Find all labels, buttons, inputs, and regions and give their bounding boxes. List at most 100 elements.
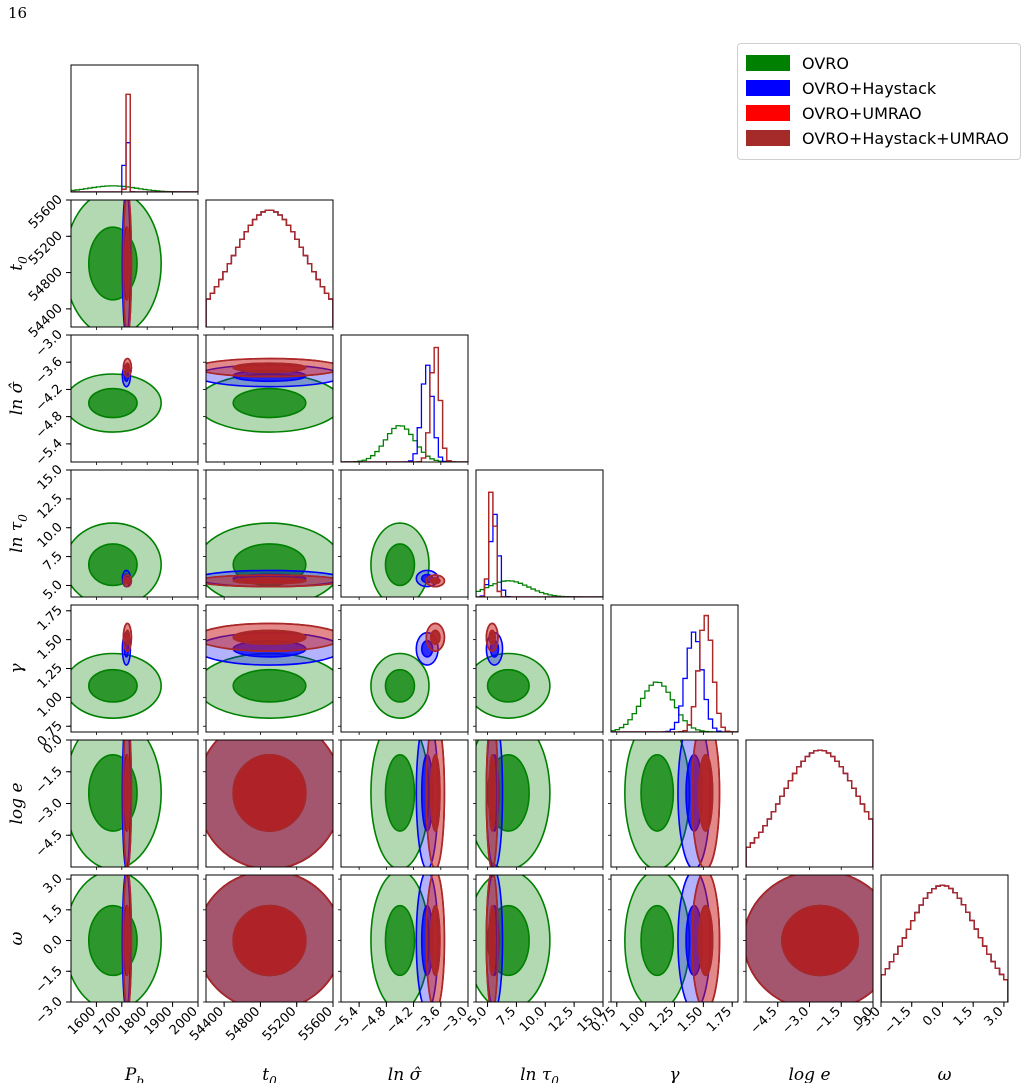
hist-ovro [881,884,1008,1002]
x-tick-label: −3.6 [411,1004,444,1037]
hist-ovro-haystack [746,749,873,867]
x-tick-label: 10.0 [517,1004,548,1035]
x-tick-label: 1600 [65,1004,99,1038]
contour-ovro-1sigma [384,754,416,832]
hist-ovro [341,425,468,462]
y-tick-label: 55200 [26,229,66,269]
x-tick-label: −4.2 [383,1004,416,1037]
contour-ovro-1sigma [87,387,138,419]
hist-ovro-haystack [341,364,468,462]
y-tick-label: 7.5 [41,549,66,574]
contour-ovro-haystack-umrao-1sigma [697,754,714,832]
contour-ovro-haystack-umrao-1sigma [488,629,496,646]
contour-ovro-haystack-umrao-1sigma [124,577,131,585]
hist-ovro-haystack-umrao [476,491,603,597]
histogram-ln-0 [476,491,603,597]
legend-item-haystack: OVRO+Haystack [746,77,936,99]
contour-ovro-haystack-umrao-1sigma [430,577,441,585]
panel-ln-vs-t-0 [206,357,333,433]
legend-label-combined: OVRO+Haystack+UMRAO [802,128,1009,148]
panel-frame [340,469,469,598]
x-tick-label: 0.0 [920,1004,945,1029]
y-tick-label: −1.5 [33,764,66,797]
y-axis-label: ω [7,931,27,945]
legend-swatch-haystack [746,80,790,96]
hist-ovro [476,580,603,597]
legend-item-combined: OVRO+Haystack+UMRAO [746,127,1009,149]
x-tick-label: 55200 [260,1004,300,1044]
panel-log-e-vs- [624,740,721,867]
histogram-ln [341,346,468,462]
x-tick-label: 1900 [141,1004,175,1038]
contour-ovro-haystack-umrao-1sigma [430,904,441,977]
y-axis-label: γ [7,663,27,674]
y-axis-label: ln σ̂ [7,381,27,415]
x-axis-label: Pb [124,1065,144,1083]
y-tick-label: 54800 [26,265,66,305]
x-tick-label: −4.5 [748,1004,781,1037]
legend-swatch-ovro [746,55,790,71]
histogram-p-b [71,93,198,192]
panel--vs-p-b [71,622,162,719]
x-tick-label: −3.0 [779,1004,812,1037]
y-tick-label: 1.00 [35,690,66,721]
legend-label-ovro: OVRO [802,53,849,73]
panel--vs-t-0 [206,622,333,719]
y-axis-label: ln τ0 [7,514,30,553]
y-tick-label: 12.5 [35,491,66,522]
x-tick-label: −4.8 [356,1004,389,1037]
y-axis-label: log e [7,782,27,824]
hist-ovro-haystack-umrao [746,749,873,867]
x-tick-label: 3.0 [981,1004,1006,1029]
y-tick-label: 1.50 [35,632,66,663]
panel-frame [205,469,334,598]
y-tick-label: 5.0 [41,578,66,603]
x-tick-label: 1700 [91,1004,125,1038]
hist-ovro-umrao [611,614,738,732]
histogram-log-e [746,749,873,867]
contour-ovro-1sigma [384,543,416,587]
contour-ovro-haystack-umrao-1sigma [697,904,714,977]
y-tick-label: −3.0 [33,796,66,829]
x-axis-label: t0 [262,1065,277,1083]
contour-ovro-haystack-umrao-1sigma [124,362,131,373]
x-tick-label: 1.50 [675,1004,706,1035]
contour-ovro-haystack-umrao-1sigma [232,754,307,832]
y-tick-label: 0.0 [41,933,66,958]
histogram-t-0 [206,209,333,327]
panel-frame [205,874,334,1003]
legend-item-umrao: OVRO+UMRAO [746,102,922,124]
contour-ovro-haystack-umrao-1sigma [232,577,307,585]
panel-log-e-vs-p-b [71,740,162,867]
x-tick-label: 1800 [116,1004,150,1038]
contour-ovro-1sigma [232,387,307,419]
y-tick-label: −3.0 [33,994,66,1027]
x-tick-label: 1.25 [646,1004,677,1035]
contour-ovro-haystack-umrao-1sigma [232,362,307,373]
y-tick-label: −3.6 [33,354,66,387]
x-tick-label: 55600 [296,1004,336,1044]
y-tick-label: −5.4 [33,436,66,469]
panel--vs- [624,875,721,1002]
panel-ln-0-vs-ln [370,522,446,597]
y-tick-label: −1.5 [33,963,66,996]
hist-ovro-haystack-umrao [71,93,198,192]
hist-ovro-haystack [71,142,198,192]
panel-frame [340,874,469,1003]
panel-log-e-vs-t-0 [206,740,333,867]
panel--vs-ln [370,622,446,719]
panel-frame [70,334,199,463]
hist-ovro-haystack-umrao [206,209,333,327]
hist-ovro-haystack-umrao [881,884,1008,1002]
contour-ovro-haystack-umrao-1sigma [124,629,131,646]
hist-ovro-haystack [881,884,1008,1002]
panel-frame [70,64,199,193]
contour-ovro-1sigma [640,754,675,832]
panel--vs-t-0 [206,875,333,1002]
hist-ovro-umrao [476,491,603,597]
contour-ovro-haystack-umrao-1sigma [124,904,131,977]
contour-ovro-haystack-umrao-1sigma [232,904,307,977]
x-tick-label: −3.0 [851,1004,884,1037]
hist-ovro [71,185,198,192]
